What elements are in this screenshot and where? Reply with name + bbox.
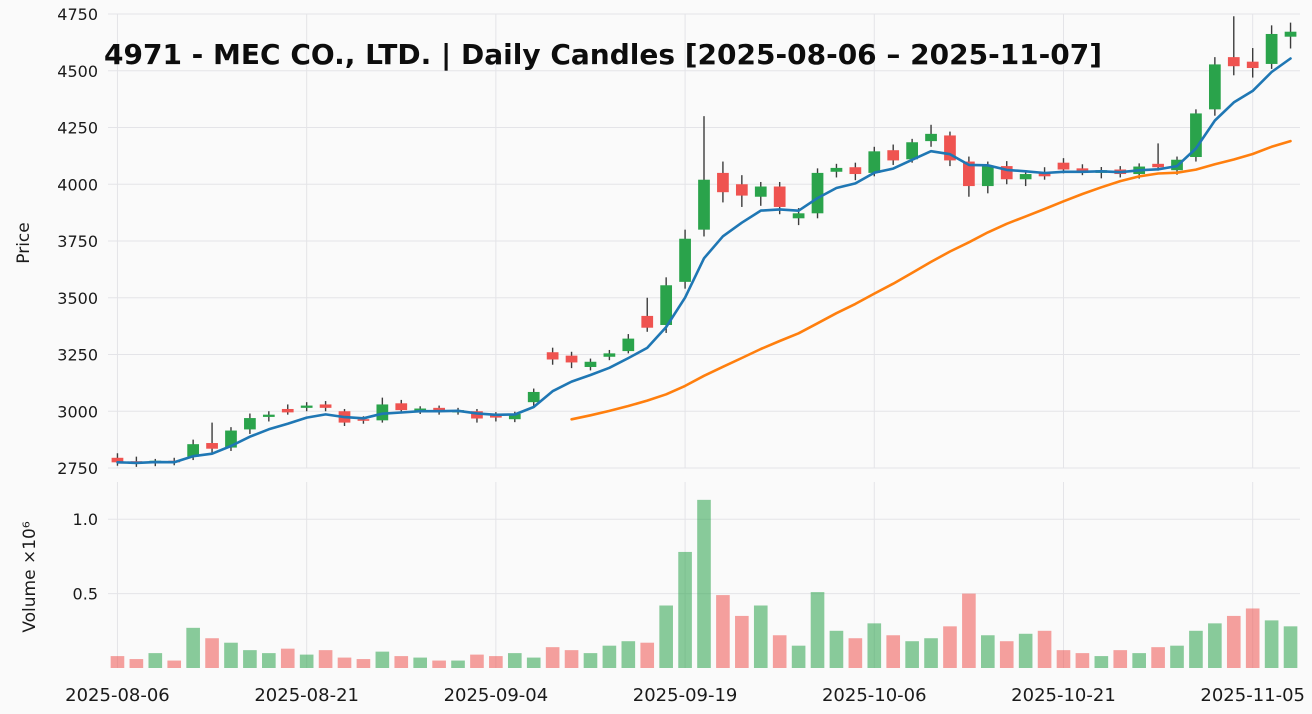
svg-text:2025-10-21: 2025-10-21 [1011,685,1116,706]
svg-text:4000: 4000 [57,175,98,194]
svg-text:2025-08-21: 2025-08-21 [254,685,359,706]
volume-axis-label: Volume ×10⁶ [20,521,40,633]
price-axis-label: Price [14,222,34,264]
svg-text:1.0: 1.0 [73,510,98,529]
svg-text:3000: 3000 [57,402,98,421]
svg-text:3750: 3750 [57,232,98,251]
svg-text:2025-09-19: 2025-09-19 [633,685,738,706]
svg-text:2025-11-05: 2025-11-05 [1200,685,1305,706]
svg-text:4250: 4250 [57,119,98,138]
svg-text:4500: 4500 [57,62,98,81]
svg-text:2750: 2750 [57,459,98,478]
chart-title: 4971 - MEC CO., LTD. | Daily Candles [20… [104,38,1103,71]
svg-text:4750: 4750 [57,5,98,24]
svg-text:0.5: 0.5 [73,585,98,604]
svg-text:3500: 3500 [57,289,98,308]
svg-text:2025-08-06: 2025-08-06 [65,685,170,706]
svg-text:2025-10-06: 2025-10-06 [822,685,927,706]
svg-text:3250: 3250 [57,346,98,365]
svg-text:2025-09-04: 2025-09-04 [444,685,549,706]
